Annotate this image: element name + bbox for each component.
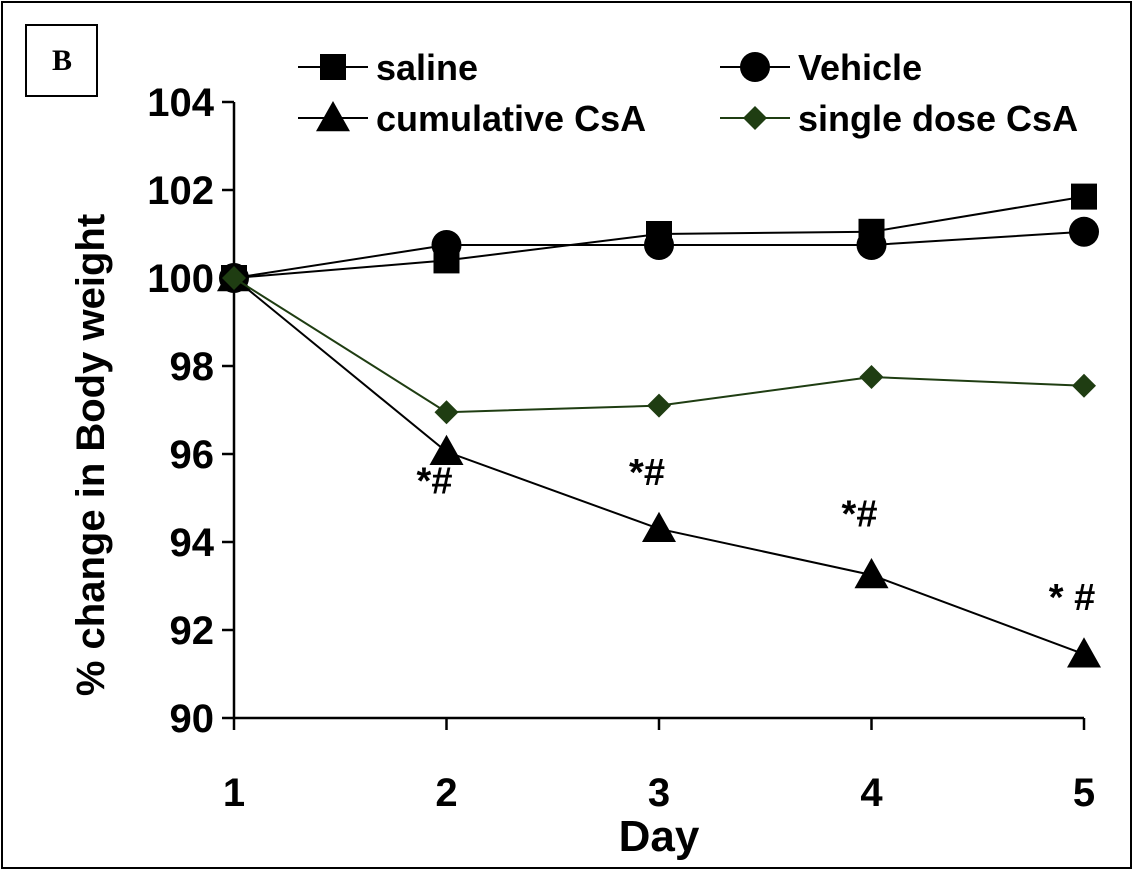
diamond-marker	[743, 106, 767, 130]
y-tick-label: 92	[170, 609, 215, 653]
circle-marker	[431, 230, 462, 260]
y-tick-label: 102	[147, 169, 214, 213]
legend-label: cumulative CsA	[376, 98, 646, 139]
diamond-marker	[1072, 373, 1096, 398]
significance-annotation: *#	[417, 461, 453, 503]
y-tick-label: 94	[170, 521, 215, 565]
panel-label: B	[52, 44, 72, 77]
triangle-marker	[642, 511, 676, 543]
x-ticks: 1 2 3 4 5	[223, 718, 1095, 815]
legend-item: single dose CsA	[720, 98, 1078, 139]
triangle-marker	[1067, 637, 1101, 668]
legend-item: Vehicle	[720, 47, 922, 88]
x-tick-label: 5	[1073, 771, 1095, 815]
square-marker	[1071, 183, 1097, 210]
significance-annotation: *#	[842, 494, 878, 536]
circle-marker	[1069, 216, 1099, 247]
diamond-marker	[434, 400, 459, 425]
circle-marker	[644, 230, 674, 260]
significance-annotation: * #	[1049, 577, 1095, 619]
significance-annotation: *#	[629, 452, 665, 494]
y-axis-label: % change in Body weight	[69, 214, 113, 696]
legend-item: cumulative CsA	[298, 98, 646, 139]
y-tick-label: 96	[170, 433, 215, 477]
legend-item: saline	[298, 47, 478, 88]
x-tick-label: 1	[223, 771, 245, 815]
triangle-marker	[316, 101, 350, 132]
y-ticks: 90 92 94 96 98 100 102 104	[147, 81, 234, 741]
triangle-marker	[854, 558, 889, 589]
triangle-marker	[429, 434, 464, 466]
legend: saline Vehicle cumulative CsA single dose C…	[298, 47, 1078, 139]
circle-marker	[856, 230, 887, 260]
y-tick-label: 90	[170, 697, 215, 741]
panel-label-box: B	[25, 24, 98, 97]
square-marker	[320, 54, 346, 80]
y-tick-label: 98	[170, 345, 215, 389]
diamond-marker	[647, 393, 671, 418]
series-layer	[217, 183, 1101, 668]
circle-marker	[740, 52, 770, 82]
y-tick-label: 100	[147, 257, 214, 301]
diamond-marker	[222, 266, 246, 290]
x-tick-label: 4	[860, 771, 883, 815]
diamond-marker	[859, 365, 884, 389]
x-axis-label: Day	[619, 812, 700, 861]
series-single-dose-csa	[222, 266, 1096, 425]
x-tick-label: 3	[648, 771, 670, 815]
legend-label: single dose CsA	[798, 98, 1078, 139]
annotation-layer: *# *# *# * #	[417, 452, 1096, 619]
legend-label: saline	[376, 47, 478, 88]
y-tick-label: 104	[147, 81, 214, 125]
panel-label-frame	[25, 24, 98, 97]
x-tick-label: 2	[435, 771, 457, 815]
legend-label: Vehicle	[798, 47, 922, 88]
